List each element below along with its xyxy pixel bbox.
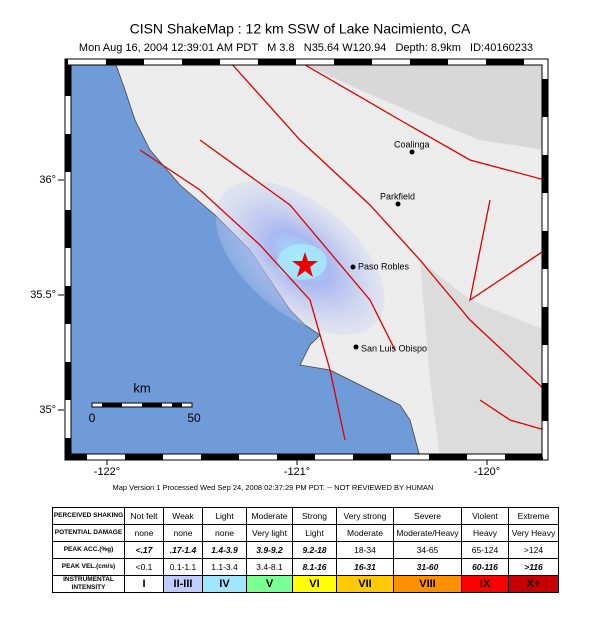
- table-cell: Light: [202, 507, 247, 525]
- table-cell: Very strong: [336, 507, 394, 525]
- place: Parkfield: [380, 191, 415, 201]
- table-cell: 9.2-18: [292, 541, 337, 559]
- table-cell: 34-65: [393, 541, 462, 559]
- epicenter: [292, 252, 318, 277]
- scale-bar: km 0 50: [89, 380, 201, 425]
- place: San Luis Obispo: [361, 343, 427, 353]
- lat-label: 35.5°: [30, 289, 56, 301]
- scale-unit: km: [133, 380, 150, 395]
- scale-label: 0: [89, 411, 96, 425]
- relief: [420, 260, 545, 457]
- subtitle: Mon Aug 16, 2004 12:39:01 AM PDT M 3.8 N…: [79, 42, 533, 54]
- table-cell: 8.1-16: [292, 558, 337, 576]
- table-cell: 31-60: [393, 558, 462, 576]
- table-cell: none: [202, 524, 247, 542]
- table-cell: VI: [292, 575, 337, 593]
- table-cell: II-III: [163, 575, 203, 593]
- table-cell: none: [124, 524, 164, 542]
- table-cell: Heavy: [461, 524, 509, 542]
- table-cell: 16-31: [336, 558, 394, 576]
- table-cell: V: [246, 575, 293, 593]
- table-cell: Very light: [246, 524, 293, 542]
- table-row: PERCEIVED SHAKING Not felt Weak Light Modera…: [52, 507, 559, 525]
- place: Coalinga: [394, 139, 430, 149]
- row-label: INSTRUMENTAL INTENSITY: [52, 575, 125, 593]
- row-label: PEAK VEL.(cm/s): [52, 558, 125, 576]
- scale-label: 50: [187, 411, 201, 425]
- lon-label: -122°: [94, 466, 120, 478]
- table-cell: Strong: [292, 507, 337, 525]
- table-cell: 1.1-3.4: [202, 558, 247, 576]
- lon-label: -120°: [474, 466, 500, 478]
- table-cell: 65-124: [461, 541, 509, 559]
- table-cell: IV: [202, 575, 247, 593]
- table-cell: Light: [292, 524, 337, 542]
- relief: [300, 62, 545, 150]
- frame-ticks: [65, 59, 548, 460]
- table-cell: 1.4-3.9: [202, 541, 247, 559]
- lat-label: 35°: [39, 404, 56, 416]
- title: CISN ShakeMap : 12 km SSW of Lake Nacimi…: [130, 21, 471, 37]
- intensity-scale: PERCEIVED SHAKING Not felt Weak Light Modera…: [52, 507, 559, 593]
- lon-label: -121°: [284, 466, 310, 478]
- table-cell: 3.9-9.2: [246, 541, 293, 559]
- table-row: INSTRUMENTAL INTENSITY I II-III IV V VI VII VII…: [52, 575, 559, 593]
- table-cell: .17-1.4: [163, 541, 203, 559]
- table-cell: VIII: [393, 575, 462, 593]
- places: Coalinga Parkfield Paso Robles San Luis …: [350, 139, 430, 353]
- table-cell: Moderate: [336, 524, 394, 542]
- table-cell: IX: [461, 575, 509, 593]
- table-cell: Moderate/Heavy: [393, 524, 462, 542]
- table-cell: none: [163, 524, 203, 542]
- table-cell: 3.4-8.1: [246, 558, 293, 576]
- table-cell: Extreme: [508, 507, 559, 525]
- table-cell: >124: [508, 541, 559, 559]
- faults: [139, 62, 545, 441]
- table-row: POTENTIAL DAMAGE none none none Very light Li…: [52, 524, 559, 542]
- table-cell: >116: [508, 558, 559, 576]
- table-cell: 60-116: [461, 558, 509, 576]
- table-cell: Not felt: [124, 507, 164, 525]
- table-row: PEAK ACC.(%g) <.17.17-1.4 1.4-3.9 3.9-9.2 9.…: [52, 541, 559, 559]
- table-cell: X+: [508, 575, 559, 593]
- table-cell: Moderate: [246, 507, 293, 525]
- table-cell: 0.1-1.1: [163, 558, 203, 576]
- row-label: PEAK ACC.(%g): [52, 541, 125, 559]
- shakemap: CISN ShakeMap : 12 km SSW of Lake Nacimi…: [30, 21, 549, 492]
- table-cell: Weak: [163, 507, 203, 525]
- footnote: Map Version 1 Processed Wed Sep 24, 2008…: [113, 483, 434, 492]
- table-cell: I: [124, 575, 164, 593]
- place: Paso Robles: [358, 261, 410, 271]
- row-label: POTENTIAL DAMAGE: [52, 524, 125, 542]
- table-cell: Very Heavy: [508, 524, 559, 542]
- lat-label: 36°: [39, 174, 56, 186]
- table-cell: VII: [336, 575, 394, 593]
- table-row: PEAK VEL.(cm/s) <0.1 0.1-1.1 1.1-3.4 3.4-8.1…: [52, 558, 559, 576]
- table-cell: 18-34: [336, 541, 394, 559]
- row-label: PERCEIVED SHAKING: [52, 507, 125, 525]
- table-cell: <.17: [124, 541, 164, 559]
- map-body: Coalinga Parkfield Paso Robles San Luis …: [68, 62, 545, 457]
- table-cell: Violent: [461, 507, 509, 525]
- table-cell: Severe: [393, 507, 462, 525]
- table-cell: <0.1: [124, 558, 164, 576]
